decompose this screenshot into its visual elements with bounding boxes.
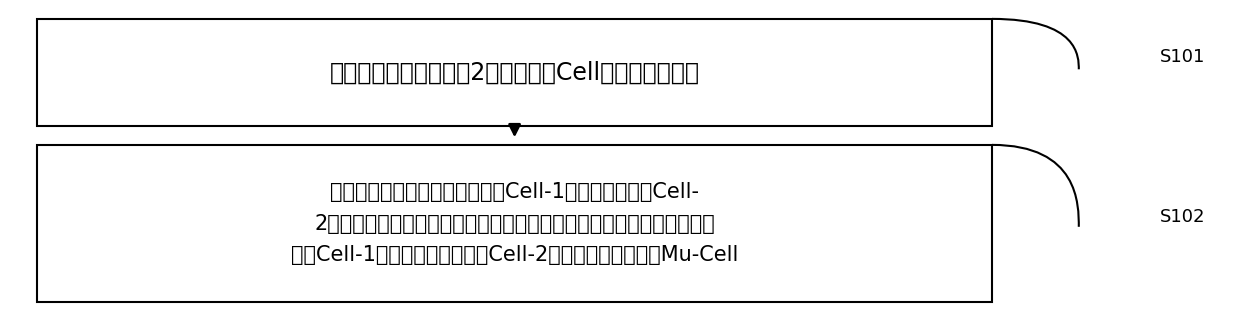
- Text: S102: S102: [1159, 208, 1205, 226]
- Text: 当所述重叠区域内第一虚拟小区Cell-1和第二虚拟小区Cell-
2满足合并条件时，将所述重叠区域内满足所述合并条件的所述第一虚拟
小区Cell-1和所述第二虚: 当所述重叠区域内第一虚拟小区Cell-1和第二虚拟小区Cell- 2满足合并条件…: [291, 182, 738, 265]
- FancyBboxPatch shape: [37, 19, 992, 126]
- Text: S101: S101: [1159, 48, 1205, 66]
- FancyBboxPatch shape: [37, 145, 992, 302]
- Text: 划分预设区域内由至少2个虚拟小区Cell组成的重叠区域: 划分预设区域内由至少2个虚拟小区Cell组成的重叠区域: [330, 60, 699, 84]
